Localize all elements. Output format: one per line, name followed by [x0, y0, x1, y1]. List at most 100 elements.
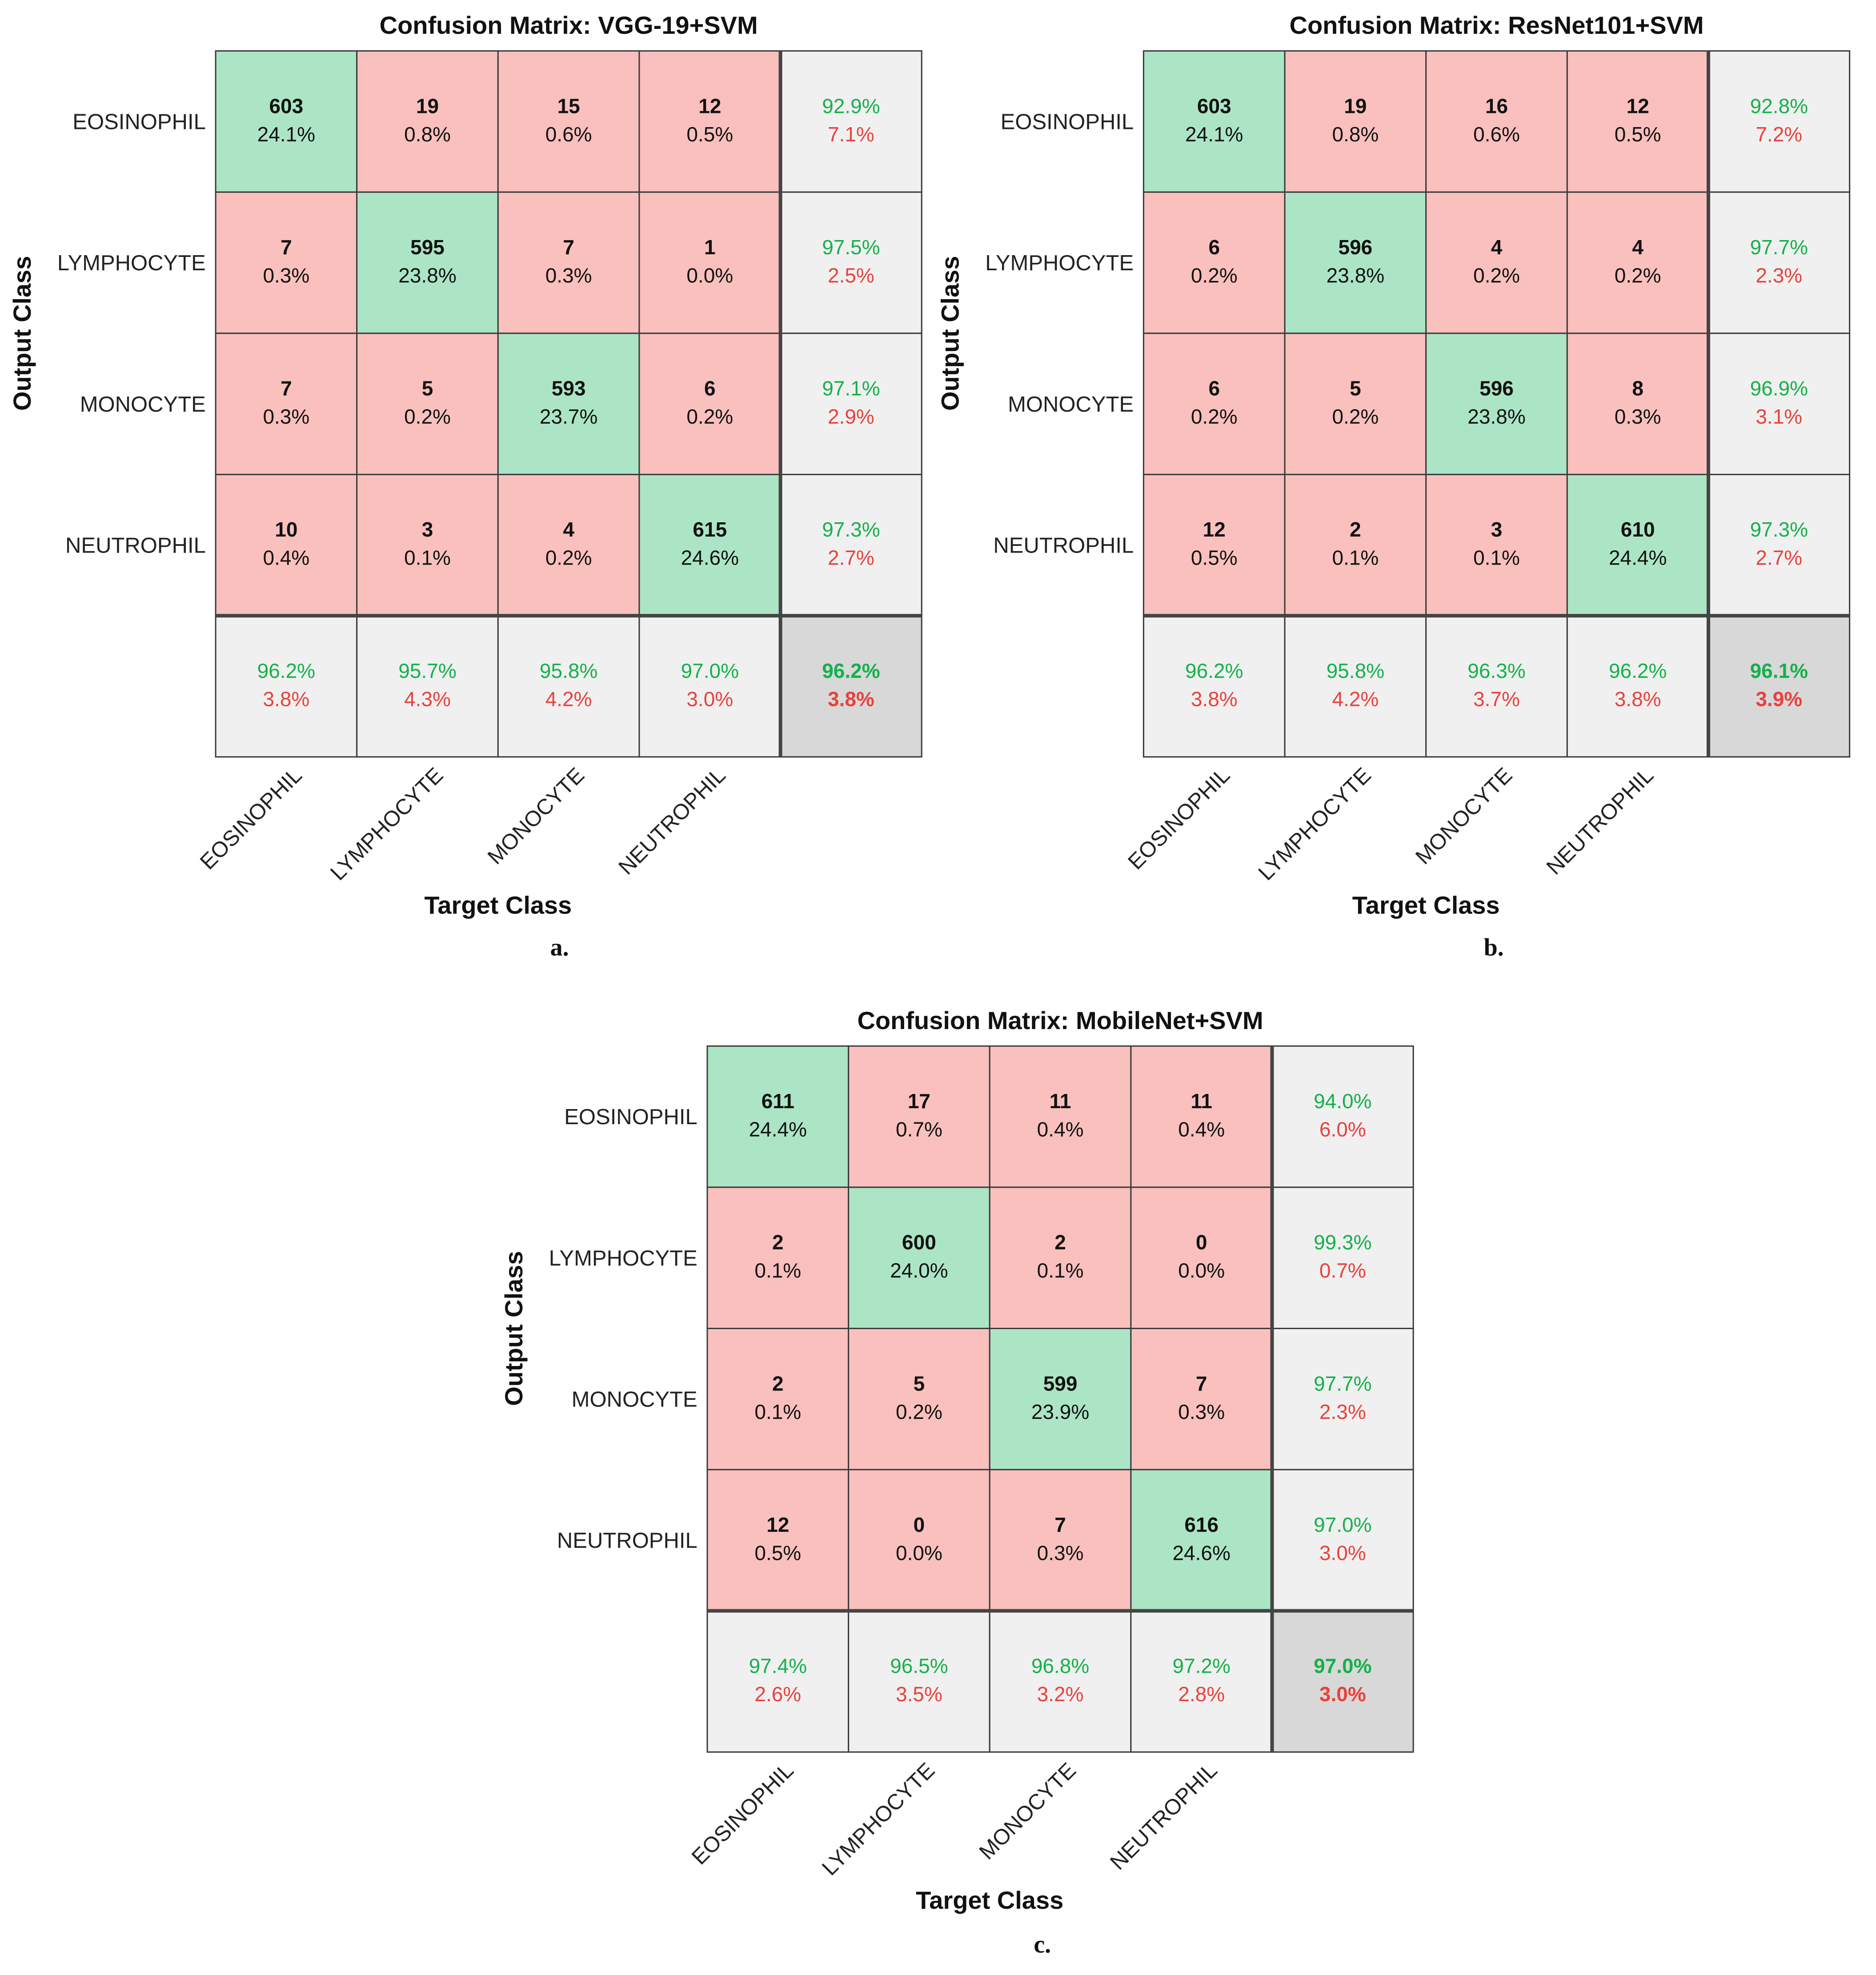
- cell-correct: [497, 333, 640, 475]
- cell-percent: 0.2%: [1191, 264, 1238, 287]
- accuracy-percent: 96.2%: [1185, 659, 1243, 682]
- x-axis-title: Target Class: [424, 891, 572, 919]
- accuracy-percent: 96.9%: [1750, 377, 1808, 400]
- cell-column-summary: [989, 1610, 1132, 1753]
- accuracy-percent: 97.0%: [1314, 1655, 1371, 1678]
- cell-count: 599: [1043, 1372, 1078, 1395]
- cell-count: 4: [1632, 236, 1644, 259]
- cell-incorrect: [706, 1469, 850, 1612]
- row-label: NEUTROPHIL: [993, 533, 1134, 557]
- cell-incorrect: [1566, 333, 1709, 475]
- cell-percent: 0.1%: [754, 1400, 801, 1423]
- chart-title: Confusion Matrix: MobileNet+SVM: [857, 1006, 1263, 1034]
- cell-column-summary: [356, 615, 499, 758]
- cell-incorrect: [848, 1328, 990, 1470]
- accuracy-percent: 96.8%: [1031, 1655, 1089, 1678]
- cell-incorrect: [215, 473, 358, 617]
- cell-column-summary: [1425, 615, 1568, 758]
- row-label: EOSINOPHIL: [72, 110, 206, 134]
- cell-count: 7: [1196, 1372, 1207, 1395]
- accuracy-percent: 97.4%: [749, 1655, 807, 1678]
- cell-incorrect: [706, 1186, 850, 1330]
- row-label: NEUTROPHIL: [557, 1529, 697, 1553]
- cell-percent: 0.1%: [1332, 546, 1379, 569]
- cell-count: 615: [693, 518, 727, 541]
- cell-percent: 0.3%: [1037, 1541, 1084, 1564]
- column-label: EOSINOPHIL: [687, 1758, 798, 1869]
- cell-count: 1: [704, 236, 716, 259]
- error-percent: 3.0%: [1319, 1683, 1366, 1706]
- cell-incorrect: [215, 191, 358, 334]
- accuracy-percent: 96.2%: [257, 659, 315, 682]
- cell-percent: 0.3%: [1178, 1400, 1225, 1423]
- error-percent: 2.7%: [828, 546, 874, 569]
- chart-title: Confusion Matrix: ResNet101+SVM: [1290, 11, 1704, 39]
- cell-percent: 0.1%: [754, 1259, 801, 1282]
- column-label: LYMPHOCYTE: [818, 1758, 939, 1880]
- cell-percent: 0.0%: [1178, 1259, 1225, 1282]
- cell-percent: 24.0%: [890, 1259, 948, 1282]
- cell-incorrect: [356, 333, 499, 475]
- cell-count: 16: [1485, 94, 1508, 117]
- cell-count: 11: [1191, 1090, 1212, 1113]
- error-percent: 3.5%: [896, 1683, 942, 1706]
- cell-incorrect: [356, 473, 499, 617]
- cell-count: 4: [1491, 236, 1503, 259]
- cell-incorrect: [497, 473, 640, 617]
- cell-count: 0: [914, 1513, 925, 1536]
- accuracy-percent: 96.2%: [1609, 659, 1667, 682]
- accuracy-percent: 97.7%: [1750, 236, 1808, 259]
- cell-incorrect: [638, 333, 782, 475]
- row-label: EOSINOPHIL: [564, 1105, 697, 1129]
- cell-count: 7: [1054, 1513, 1066, 1536]
- cell-row-summary: [1708, 333, 1851, 475]
- cell-count: 3: [1491, 518, 1503, 541]
- cell-count: 611: [762, 1090, 794, 1113]
- cell-correct: [1130, 1469, 1273, 1612]
- accuracy-percent: 97.1%: [822, 377, 880, 400]
- cell-percent: 0.0%: [896, 1541, 942, 1564]
- row-label: MONOCYTE: [1008, 393, 1134, 417]
- cell-row-summary: [780, 50, 922, 193]
- cell-incorrect: [706, 1328, 850, 1470]
- cell-incorrect: [989, 1469, 1132, 1612]
- cell-incorrect: [638, 191, 782, 334]
- cell-incorrect: [1425, 191, 1568, 334]
- error-percent: 2.8%: [1178, 1683, 1225, 1706]
- cell-count: 4: [563, 518, 574, 541]
- error-percent: 3.8%: [1615, 687, 1661, 710]
- cell-row-summary: [1271, 1045, 1414, 1188]
- row-label: EOSINOPHIL: [1001, 110, 1134, 134]
- cell-row-summary: [1271, 1328, 1414, 1470]
- cell-incorrect: [1284, 473, 1427, 617]
- cell-percent: 0.3%: [263, 405, 309, 428]
- cell-count: 600: [902, 1231, 936, 1254]
- cell-incorrect: [1130, 1186, 1273, 1330]
- row-label: LYMPHOCYTE: [57, 251, 206, 275]
- cell-overall: [1271, 1610, 1414, 1753]
- cell-row-summary: [1708, 191, 1851, 334]
- cell-incorrect: [989, 1186, 1132, 1330]
- cell-percent: 0.8%: [1332, 123, 1379, 146]
- cell-count: 6: [704, 377, 716, 400]
- cell-count: 10: [275, 518, 297, 541]
- error-percent: 3.8%: [1191, 687, 1238, 710]
- cell-count: 5: [422, 377, 433, 400]
- accuracy-percent: 95.7%: [398, 659, 456, 682]
- cell-count: 596: [1479, 377, 1514, 400]
- cell-percent: 0.2%: [545, 546, 592, 569]
- error-percent: 2.6%: [754, 1683, 801, 1706]
- cell-percent: 0.1%: [1473, 546, 1520, 569]
- y-axis-title: Output Class: [8, 256, 36, 411]
- column-label: NEUTROPHIL: [1542, 763, 1659, 880]
- column-label: MONOCYTE: [483, 763, 589, 869]
- accuracy-percent: 92.8%: [1750, 94, 1808, 117]
- cell-percent: 0.5%: [754, 1541, 801, 1564]
- cell-count: 11: [1050, 1090, 1071, 1113]
- cell-percent: 24.4%: [749, 1118, 807, 1141]
- cell-count: 2: [1350, 518, 1361, 541]
- cell-count: 2: [772, 1231, 784, 1254]
- column-label: LYMPHOCYTE: [1254, 763, 1375, 885]
- x-axis-title: Target Class: [916, 1886, 1063, 1914]
